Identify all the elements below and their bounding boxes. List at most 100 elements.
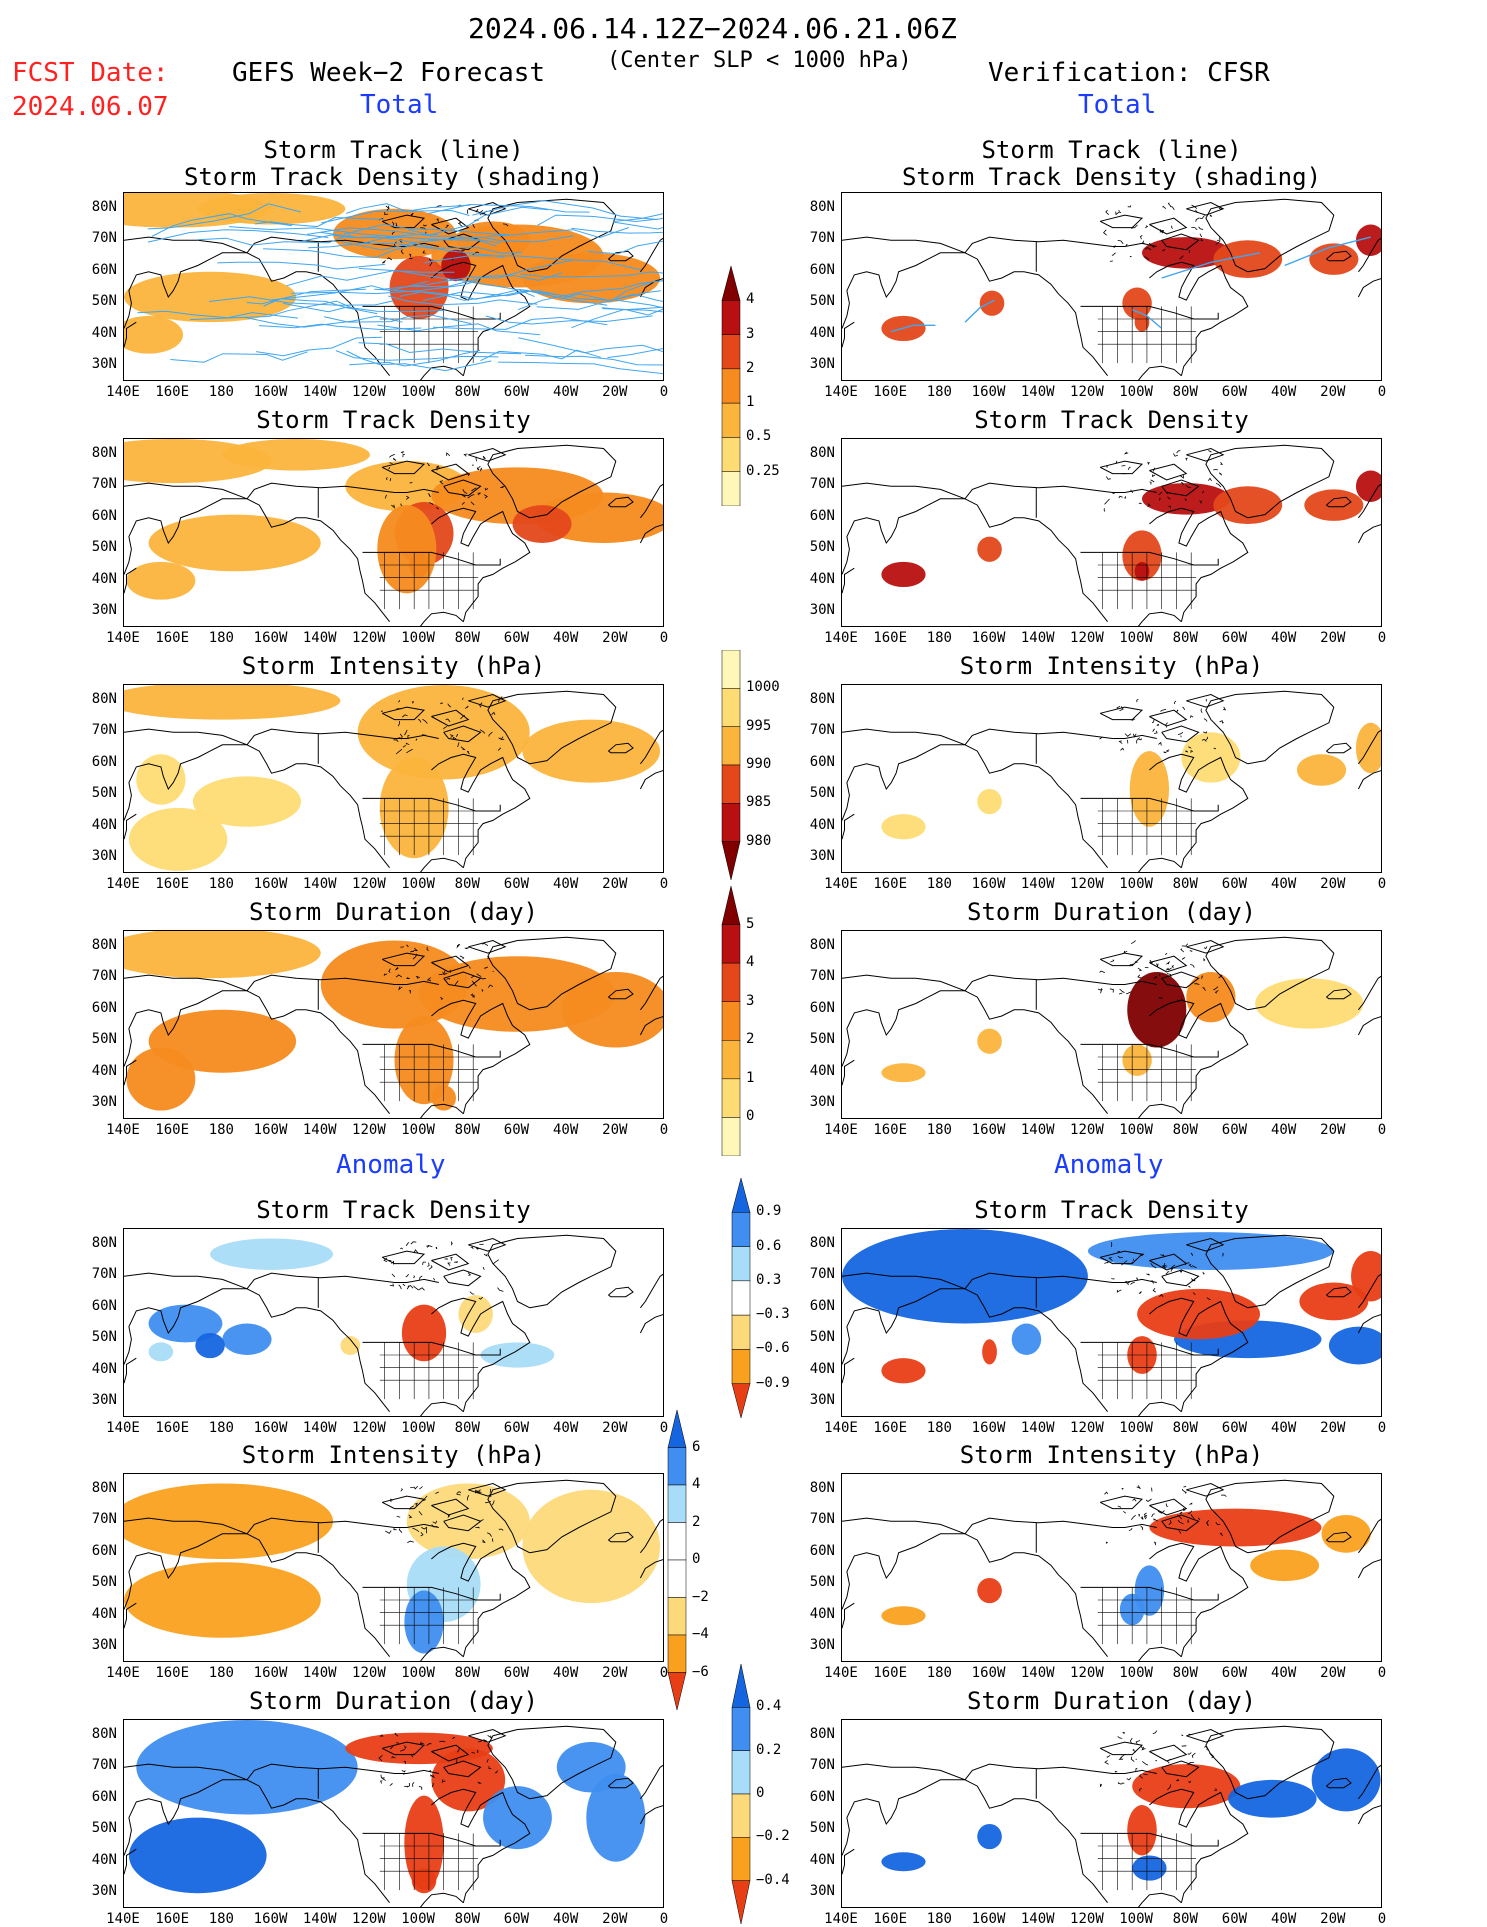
island-fragment [410, 1487, 413, 1488]
coastline [842, 1780, 965, 1856]
panel-title-duration-anomaly-left: Storm Duration (day) [123, 1687, 664, 1715]
lat-tick-label: 70N [83, 1266, 117, 1282]
island-fragment [1153, 1731, 1157, 1734]
lon-tick-label: 60W [1212, 384, 1256, 400]
island-fragment [1171, 1269, 1173, 1272]
island-fragment [1223, 707, 1225, 710]
island-fragment [1138, 975, 1141, 978]
lon-tick-label: 0 [1360, 1122, 1404, 1138]
lon-tick-label: 0 [1360, 630, 1404, 646]
shading-region [149, 515, 321, 572]
lon-tick-label: 40W [1262, 1420, 1306, 1436]
lon-tick-label: 20W [593, 1122, 637, 1138]
colorbar-swatch [722, 1002, 740, 1041]
colorbar-swatch [732, 1281, 750, 1315]
lon-tick-label: 140W [1016, 384, 1060, 400]
colorbar-label: −6 [692, 1664, 709, 1680]
island-fragment [1183, 707, 1185, 710]
island-fragment [1127, 1778, 1131, 1780]
lat-tick-label: 70N [801, 968, 835, 984]
island-fragment [468, 1273, 470, 1276]
island-fragment [1115, 1771, 1117, 1772]
storm-track-line [170, 352, 307, 362]
map-canvas [842, 439, 1382, 627]
map-panel-intensity-left [123, 684, 664, 873]
coastline [1149, 218, 1186, 234]
island-fragment [1119, 741, 1122, 744]
coastline [608, 1287, 633, 1296]
island-fragment [1159, 998, 1163, 999]
lat-tick-label: 60N [801, 754, 835, 770]
island-fragment [1120, 989, 1125, 993]
island-fragment [482, 943, 488, 945]
shading-region [124, 316, 183, 354]
coastline [842, 745, 965, 821]
lat-tick-label: 80N [801, 937, 835, 953]
lon-tick-label: 20W [1311, 1122, 1355, 1138]
island-fragment [1180, 1271, 1182, 1273]
lon-tick-label: 0 [1360, 876, 1404, 892]
island-fragment [1100, 1784, 1101, 1787]
lon-tick-label: 120W [347, 1122, 391, 1138]
shading-region [977, 1029, 1002, 1054]
shading-layer [124, 439, 664, 600]
lat-tick-label: 60N [83, 1000, 117, 1016]
shading-region [222, 1324, 271, 1356]
lon-tick-label: 180 [199, 384, 243, 400]
anomaly-label-left: Anomaly [336, 1150, 446, 1180]
colorbar-density-anomaly [730, 1178, 752, 1418]
lon-tick-label: 160E [150, 384, 194, 400]
panel-title-intensity-anomaly-left: Storm Intensity (hPa) [123, 1441, 664, 1469]
lon-tick-label: 180 [917, 1122, 961, 1138]
panel-title-density-anomaly-right: Storm Track Density [841, 1196, 1382, 1224]
island-fragment [1131, 1515, 1135, 1520]
island-fragment [1118, 240, 1124, 244]
colorbar-label: 1 [746, 1070, 754, 1086]
shading-layer [881, 1509, 1370, 1626]
lon-tick-label: 40W [544, 384, 588, 400]
shading-region [222, 439, 370, 471]
lat-tick-label: 80N [801, 199, 835, 215]
colorbar-swatch [732, 1794, 750, 1837]
lon-tick-label: 100W [396, 384, 440, 400]
island-fragment [1175, 701, 1176, 704]
lon-tick-label: 0 [642, 384, 686, 400]
lon-tick-label: 160E [868, 876, 912, 892]
lon-tick-label: 80W [445, 1420, 489, 1436]
lat-tick-label: 30N [801, 1094, 835, 1110]
lon-tick-label: 100W [1114, 630, 1158, 646]
island-fragment [451, 1258, 453, 1261]
island-fragment [1192, 1753, 1195, 1758]
shading-region [522, 720, 660, 783]
island-fragment [1163, 206, 1166, 208]
colorbar-label: 990 [746, 756, 771, 772]
lon-tick-label: 180 [917, 630, 961, 646]
colorbar-label: 6 [692, 1439, 700, 1455]
island-fragment [1155, 1542, 1156, 1545]
lat-tick-label: 80N [801, 691, 835, 707]
colorbar-swatch [722, 765, 740, 803]
lat-tick-label: 60N [83, 508, 117, 524]
island-fragment [1190, 716, 1193, 718]
coastline [1186, 449, 1223, 462]
lon-tick-label: 140E [819, 1122, 863, 1138]
colorbar-swatch [668, 1673, 686, 1711]
shading-region [412, 1868, 437, 1893]
island-fragment [1100, 971, 1105, 973]
lon-tick-label: 120W [1065, 1420, 1109, 1436]
island-fragment [1113, 493, 1115, 494]
colorbar-label: 0 [746, 1108, 754, 1124]
lon-tick-label: 160W [249, 1122, 293, 1138]
lon-tick-label: 40W [544, 630, 588, 646]
colorbar-swatch [722, 403, 740, 437]
lon-tick-label: 120W [347, 876, 391, 892]
colorbar-swatch [722, 1079, 740, 1118]
lat-tick-label: 60N [83, 262, 117, 278]
lon-tick-label: 160W [249, 1665, 293, 1681]
coastline [842, 1358, 854, 1383]
island-fragment [1221, 462, 1223, 464]
map-canvas [842, 1720, 1382, 1908]
panel-title-track-left-1: Storm Track (line) [123, 136, 664, 164]
map-panel-duration-anomaly-right [841, 1719, 1382, 1908]
island-fragment [1105, 1492, 1108, 1494]
